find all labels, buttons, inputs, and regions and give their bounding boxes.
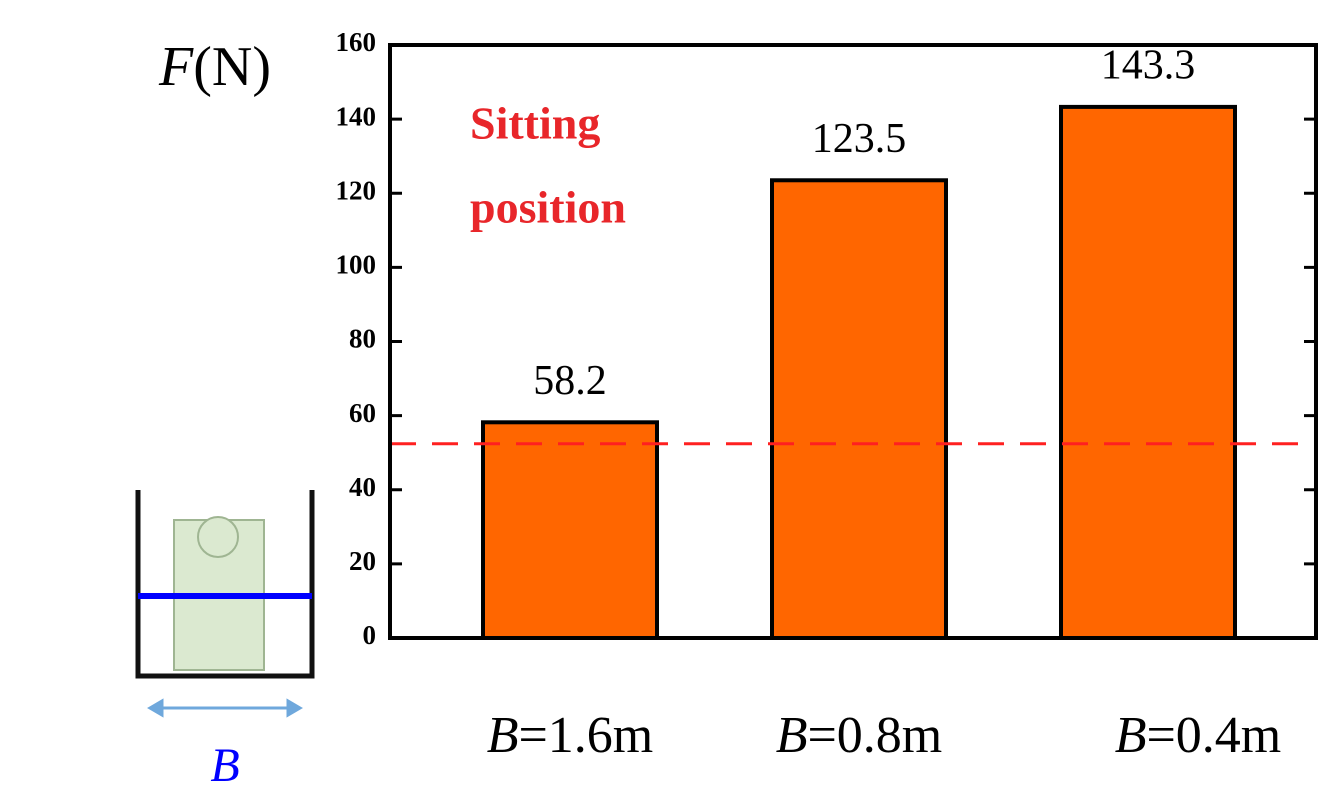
width-label: B — [210, 739, 239, 792]
x-tick-label: B=1.6m — [487, 707, 654, 764]
bar — [483, 422, 657, 638]
annotation: position — [470, 182, 626, 233]
x-tick-label: B=0.4m — [1115, 707, 1282, 764]
y-tick-label: 120 — [336, 175, 377, 205]
value-label: 58.2 — [533, 358, 607, 404]
y-axis-label: F(N) — [158, 36, 271, 98]
y-tick-label: 20 — [349, 546, 376, 576]
y-tick-label: 80 — [349, 324, 376, 354]
x-tick-label: B=0.8m — [776, 707, 943, 764]
value-label: 123.5 — [812, 116, 907, 162]
y-tick-label: 60 — [349, 398, 376, 428]
bar — [772, 180, 946, 638]
y-tick-label: 140 — [336, 101, 377, 131]
illustration: B — [138, 490, 312, 792]
y-tick-label: 100 — [336, 250, 377, 280]
bar — [1061, 107, 1235, 638]
width-arrow — [150, 701, 300, 715]
chart: B F(N) Sitting position 0 20 40 60 80 100 120 1… — [0, 0, 1339, 797]
y-tick-label: 40 — [349, 472, 376, 502]
person-head — [198, 517, 238, 557]
value-label: 143.3 — [1101, 43, 1196, 89]
y-tick-label: 160 — [336, 27, 377, 57]
annotation: Sitting — [470, 98, 600, 149]
y-tick-label: 0 — [363, 620, 377, 650]
